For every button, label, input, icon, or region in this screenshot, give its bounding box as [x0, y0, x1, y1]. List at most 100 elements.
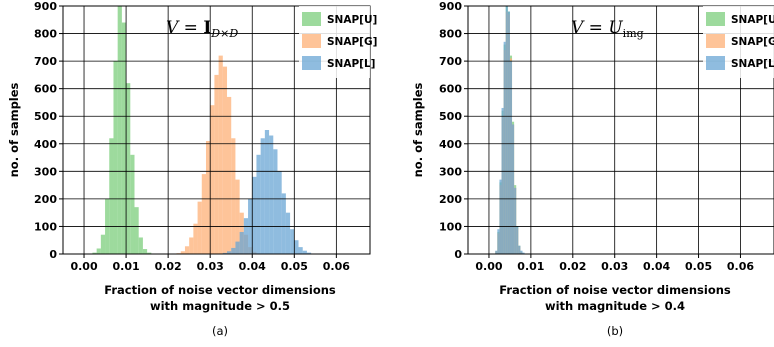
bar-snapu-11 [138, 237, 143, 254]
bar-snapu-10 [134, 207, 139, 254]
y-tick-label: 300 [34, 165, 57, 178]
bar-snapu-9 [130, 154, 135, 254]
bar-snapl-14 [281, 193, 286, 254]
bar-snapg-12 [227, 96, 232, 255]
bar-snapl-17 [294, 240, 299, 254]
y-tick-label: 500 [439, 110, 462, 123]
x-tick-label: 0.05 [685, 260, 712, 273]
x-tick-label: 0.04 [239, 260, 266, 273]
legend-label: SNAP[U] [327, 14, 377, 26]
annotation-b: V = Uimg [571, 18, 644, 40]
legend-swatch [706, 56, 725, 70]
x-axis-label-b-line2: with magnitude > 0.4 [545, 299, 685, 313]
bar-snapl-0 [495, 250, 498, 254]
x-axis-label-b-line1: Fraction of noise vector dimensions [499, 283, 731, 297]
y-tick-label: 600 [34, 83, 57, 96]
plot-frame-a [62, 5, 371, 255]
y-tick-label: 300 [439, 165, 462, 178]
x-tick-label: 0.00 [475, 260, 502, 273]
bar-snapl-1 [497, 229, 500, 254]
y-tick-label: 200 [439, 193, 462, 206]
bar-snapl-18 [298, 247, 303, 254]
legend-label: SNAP[L] [731, 58, 774, 70]
bar-snapl-1 [227, 251, 232, 254]
bar-snapl-5 [243, 218, 249, 254]
annotation-a: V = ID×D [166, 18, 238, 40]
bar-snapu-0 [92, 252, 97, 254]
legend-label: SNAP[U] [731, 14, 774, 26]
bar-snapl-7 [509, 61, 513, 254]
x-tick-label: 0.00 [70, 260, 97, 273]
bar-snapg-5 [197, 201, 202, 254]
y-tick-label: 700 [34, 55, 57, 68]
bar-snapg-7 [205, 141, 211, 254]
bar-snapg-4 [193, 223, 198, 254]
legend-a: SNAP[U] SNAP[G] SNAP[L] [299, 6, 377, 78]
histogram-bars-a [92, 6, 312, 255]
bar-snapl-6 [507, 11, 510, 255]
bar-snapl-2 [499, 179, 502, 254]
y-tick-label: 400 [34, 138, 57, 151]
bar-snapl-19 [302, 250, 307, 254]
y-tick-label: 0 [49, 248, 57, 261]
bar-snapl-12 [273, 149, 278, 254]
bar-snapl-2 [231, 247, 236, 254]
y-tick-label: 100 [439, 220, 462, 233]
bar-snapu-8 [126, 83, 131, 254]
y-tick-label: 200 [34, 193, 57, 206]
bar-snapg-1 [180, 251, 185, 254]
legend-label: SNAP[G] [731, 36, 774, 48]
y-tick-label: 400 [439, 138, 462, 151]
bar-snapg-8 [210, 105, 215, 254]
bar-snapl-13 [522, 252, 525, 254]
y-tick-label: 700 [439, 55, 462, 68]
y-tick-label: 600 [439, 83, 462, 96]
y-axis-label-a: no. of samples [7, 82, 21, 177]
legend-b: SNAP[U] SNAP[G] SNAP[L] [703, 6, 774, 78]
legend-swatch [302, 56, 321, 70]
bar-snapu-1 [96, 248, 101, 254]
bar-snapl-0 [222, 252, 228, 254]
bar-snapu-7 [121, 22, 127, 255]
bar-snapl-4 [503, 41, 506, 254]
panel-a: 0.00 0.01 0.02 0.03 0.04 0.05 0.06 0 100 200 300 4… [7, 0, 377, 338]
y-tick-label: 900 [439, 0, 462, 13]
legend-swatch [302, 12, 321, 26]
bar-snapl-5 [505, 6, 508, 254]
bar-snapg-9 [214, 74, 219, 254]
bar-snapl-3 [501, 107, 504, 255]
bar-snapl-20 [306, 252, 312, 254]
legend-label: SNAP[G] [327, 36, 377, 48]
y-tick-label: 100 [34, 220, 57, 233]
bar-snapl-10 [516, 226, 519, 254]
bar-snapl-4 [239, 231, 244, 254]
bar-snapl-9 [260, 138, 265, 254]
x-tick-label: 0.03 [601, 260, 628, 273]
bar-snapu-4 [109, 138, 114, 254]
bar-snapu-12 [142, 249, 148, 254]
bar-snapl-15 [285, 212, 291, 254]
y-axis-label-b: no. of samples [411, 82, 425, 177]
bar-snapl-7 [252, 176, 257, 254]
bar-snapg-10 [218, 55, 223, 254]
x-axis-label-a-line1: Fraction of noise vector dimensions [104, 283, 336, 297]
bar-snapg-14 [235, 179, 240, 254]
y-tick-label: 800 [34, 28, 57, 41]
bar-snapl-8 [512, 124, 515, 255]
histogram-bars-b [495, 6, 525, 255]
legend-swatch [706, 34, 725, 48]
bar-snapl-12 [520, 250, 523, 254]
bar-snapu-6 [117, 6, 122, 254]
x-tick-label: 0.03 [197, 260, 224, 273]
legend-label: SNAP[L] [327, 58, 375, 70]
bar-snapl-10 [264, 130, 270, 254]
panel-b: 0.00 0.01 0.02 0.03 0.04 0.05 0.06 0 100 200 300 4… [411, 0, 774, 338]
bar-snapg-3 [189, 237, 194, 254]
y-ticks-a: 0 100 200 300 400 500 600 700 800 900 [34, 0, 63, 261]
x-axis-label-a-line2: with magnitude > 0.5 [150, 299, 290, 313]
bar-snapg-6 [201, 174, 206, 254]
x-ticks-b: 0.00 0.01 0.02 0.03 0.04 0.05 0.06 [475, 254, 754, 273]
bar-snapu-5 [113, 61, 118, 254]
bar-snapl-11 [518, 245, 521, 254]
x-tick-label: 0.06 [727, 260, 754, 273]
